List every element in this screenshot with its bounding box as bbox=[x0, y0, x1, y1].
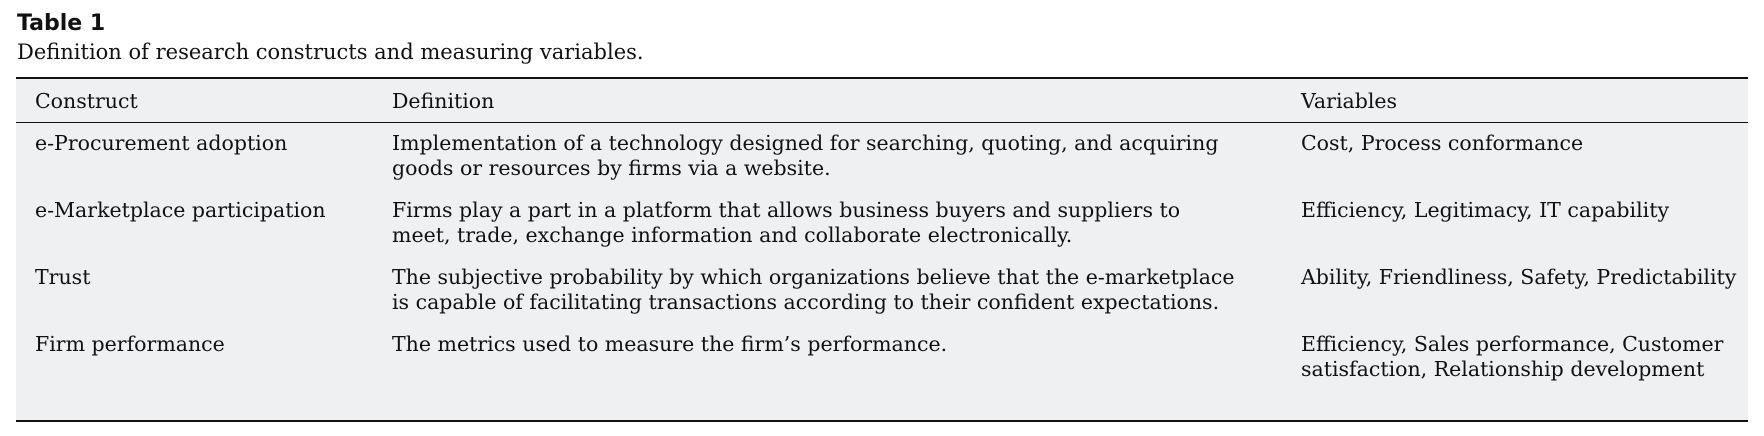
variables-cell: Efficiency, Legitimacy, IT capability bbox=[1301, 198, 1670, 222]
header-definition: Definition bbox=[392, 89, 495, 113]
definition-line: meet, trade, exchange information and co… bbox=[392, 223, 1073, 247]
construct-cell: e-Marketplace participation bbox=[35, 198, 326, 222]
definitions-table: Construct Definition Variables e-Procure… bbox=[16, 77, 1748, 422]
header-construct: Construct bbox=[35, 89, 138, 113]
table-header-row: Construct Definition Variables bbox=[16, 79, 1748, 123]
definition-line: The subjective probability by which orga… bbox=[392, 265, 1235, 289]
table-caption: Table 1 Definition of research construct… bbox=[17, 10, 644, 66]
table-row: e-Procurement adoption Implementation of… bbox=[16, 123, 1748, 197]
variables-line: satisfaction, Relationship development bbox=[1301, 357, 1705, 381]
table-row: e-Marketplace participation Firms play a… bbox=[16, 190, 1748, 264]
variables-cell: Cost, Process conformance bbox=[1301, 131, 1584, 155]
construct-cell: Firm performance bbox=[35, 332, 225, 356]
variables-line: Efficiency, Sales performance, Customer bbox=[1301, 332, 1724, 356]
table-row: Firm performance The metrics used to mea… bbox=[16, 324, 1748, 398]
header-variables: Variables bbox=[1301, 89, 1398, 113]
construct-cell: Trust bbox=[35, 265, 91, 289]
definition-line: Implementation of a technology designed … bbox=[392, 131, 1219, 155]
definition-line: Firms play a part in a platform that all… bbox=[392, 198, 1181, 222]
definition-line: The metrics used to measure the firm’s p… bbox=[392, 332, 948, 356]
table-row: Trust The subjective probability by whic… bbox=[16, 257, 1748, 331]
table-subtitle: Definition of research constructs and me… bbox=[17, 40, 644, 64]
table-title: Table 1 bbox=[17, 11, 106, 36]
construct-cell: e-Procurement adoption bbox=[35, 131, 288, 155]
variables-cell: Ability, Friendliness, Safety, Predictab… bbox=[1301, 265, 1737, 289]
definition-line: goods or resources by firms via a websit… bbox=[392, 156, 831, 180]
definition-line: is capable of facilitating transactions … bbox=[392, 290, 1220, 314]
